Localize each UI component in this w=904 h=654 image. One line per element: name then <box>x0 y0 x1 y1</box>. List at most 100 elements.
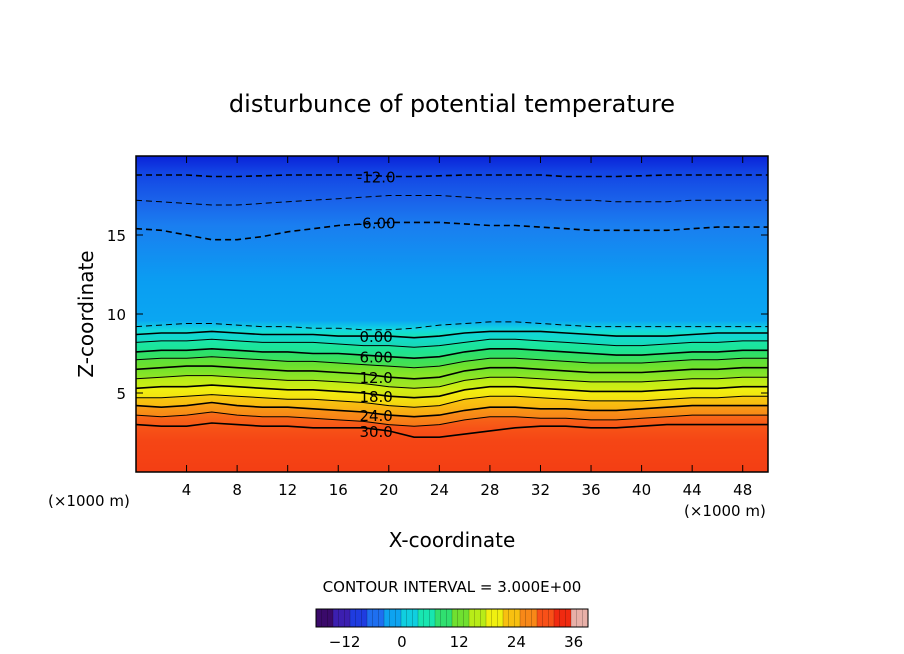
contour-line <box>136 330 768 339</box>
contour-label: 30.0 <box>359 423 392 441</box>
contour-line <box>136 347 768 360</box>
contour-label: -12.0 <box>357 169 396 187</box>
contour-line <box>136 356 768 369</box>
colorbar-segment <box>457 609 464 627</box>
colorbar-segment <box>452 609 459 627</box>
colorbar-segment <box>525 609 532 627</box>
colorbar-segment <box>361 609 368 627</box>
colorbar-segment <box>378 609 385 627</box>
y-tick-label: 15 <box>107 227 126 245</box>
colorbar-segment <box>474 609 481 627</box>
colorbar-segment <box>565 609 572 627</box>
x-axis-label: X-coordinate <box>389 528 516 552</box>
filled-contour-bands <box>136 331 768 472</box>
colorbar-segment <box>469 609 476 627</box>
colorbar-segment <box>508 609 515 627</box>
colorbar-segment <box>384 609 391 627</box>
colorbar-segment <box>395 609 402 627</box>
x-tick-label: 32 <box>531 481 550 499</box>
contour-line <box>136 338 768 348</box>
colorbar-segment <box>514 609 521 627</box>
contour-label: 0.00 <box>359 328 392 346</box>
contour-label: 12.0 <box>359 369 392 387</box>
contour-lines <box>136 174 768 438</box>
colorbar-segment <box>389 609 396 627</box>
colorbar-segment <box>491 609 498 627</box>
contour-label: 18.0 <box>359 388 392 406</box>
colorbar-segment <box>576 609 583 627</box>
colorbar-tick-label: 36 <box>564 633 583 651</box>
contour-labels: -12.0 -6.00 0.00 6.00 12.018.024.030.0 <box>357 169 396 441</box>
colorbar-segment <box>316 609 323 627</box>
contour-band <box>136 402 768 427</box>
colorbar-segment <box>582 609 589 627</box>
x-tick-label: 48 <box>733 481 752 499</box>
contour-band <box>136 412 768 438</box>
colorbar-segment <box>401 609 408 627</box>
colorbar-segment <box>463 609 470 627</box>
contour-interval-label: CONTOUR INTERVAL = 3.000E+00 <box>323 578 582 596</box>
y-axis-label: Z-coordinate <box>74 250 98 377</box>
y-tick-label: 10 <box>107 306 126 324</box>
x-tick-label: 8 <box>232 481 242 499</box>
contour-band <box>136 423 768 472</box>
contour-label: -6.00 <box>357 214 396 232</box>
y-tick-label: 5 <box>116 385 126 403</box>
contour-line <box>136 321 768 331</box>
colorbar-segment <box>321 609 328 627</box>
contour-band <box>136 339 768 359</box>
colorbar-segment <box>542 609 549 627</box>
x-tick-label: 4 <box>182 481 192 499</box>
colorbar-segment <box>486 609 493 627</box>
x-tick-label: 36 <box>581 481 600 499</box>
colorbar-segment <box>355 609 362 627</box>
colorbar-segment <box>327 609 334 627</box>
colorbar-segment <box>446 609 453 627</box>
contour-line <box>136 365 768 380</box>
colorbar-segment <box>418 609 425 627</box>
contour-line <box>136 384 768 399</box>
colorbar-segment <box>537 609 544 627</box>
colorbar-tick-label: 24 <box>507 633 526 651</box>
x-tick-label: 40 <box>632 481 651 499</box>
contour-label: 24.0 <box>359 407 392 425</box>
colorbar-tick-label: 12 <box>450 633 469 651</box>
colorbar-tick-label: 0 <box>397 633 407 651</box>
contour-line <box>136 394 768 408</box>
colorbar-segment <box>338 609 345 627</box>
colorbar-segment <box>548 609 555 627</box>
colorbar <box>316 609 589 627</box>
colorbar-segment <box>344 609 351 627</box>
x-unit-label-left: (×1000 m) <box>48 492 130 510</box>
colorbar-segment <box>350 609 357 627</box>
x-axis-ticks: 4 8 12 16 20 24 28 32 36 40 44 48 <box>182 156 752 499</box>
x-tick-label: 12 <box>278 481 297 499</box>
colorbar-segment <box>559 609 566 627</box>
colorbar-segment <box>372 609 379 627</box>
x-tick-label: 16 <box>329 481 348 499</box>
contour-band <box>136 394 768 417</box>
contour-band <box>136 375 768 398</box>
contour-line <box>136 411 768 427</box>
contour-line <box>136 422 768 438</box>
x-tick-label: 24 <box>430 481 449 499</box>
x-tick-label: 44 <box>683 481 702 499</box>
colorbar-segment <box>531 609 538 627</box>
colorbar-tick-label: −12 <box>329 633 361 651</box>
contour-line <box>136 375 768 389</box>
x-unit-label-right: (×1000 m) <box>684 502 766 520</box>
colorbar-segment <box>440 609 447 627</box>
chart-title: disturbunce of potential temperature <box>229 90 675 118</box>
colorbar-segment <box>429 609 436 627</box>
x-tick-label: 28 <box>480 481 499 499</box>
colorbar-segment <box>554 609 561 627</box>
contour-band <box>136 331 768 348</box>
colorbar-segment <box>503 609 510 627</box>
contour-line <box>136 401 768 418</box>
colorbar-segment <box>367 609 374 627</box>
x-tick-label: 20 <box>379 481 398 499</box>
colorbar-tick-labels: −12 0 12 24 36 <box>329 633 583 651</box>
contour-line <box>136 174 768 178</box>
contour-band <box>136 356 768 379</box>
